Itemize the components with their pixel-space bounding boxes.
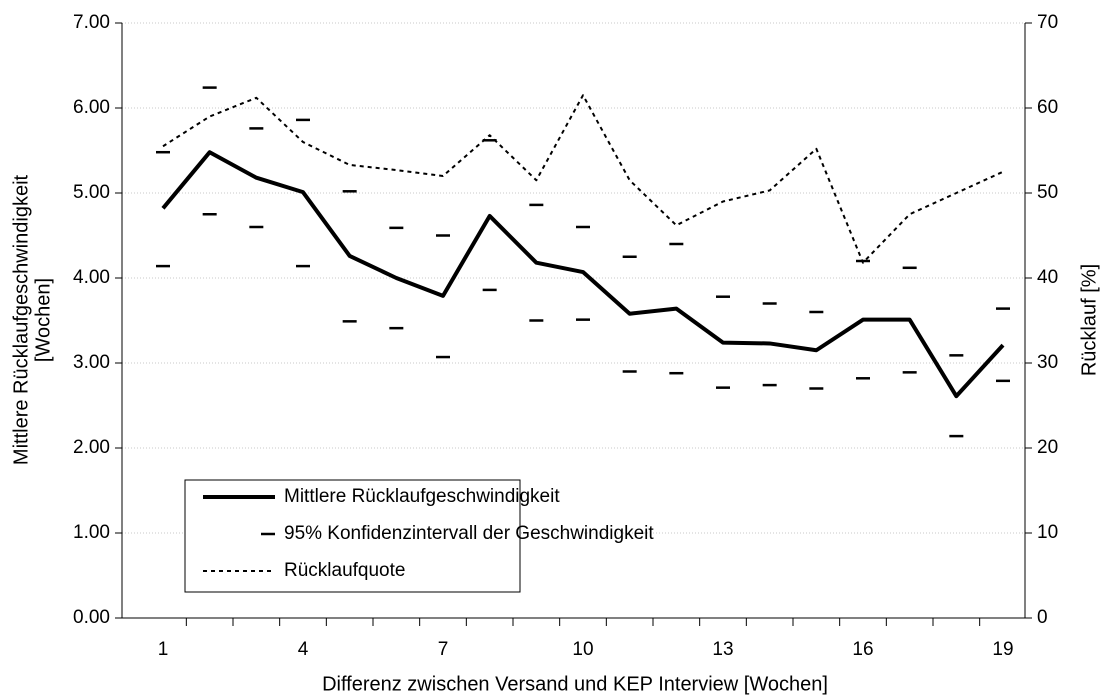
x-tick-label: 1 [158,639,169,660]
y2-tick-label: 20 [1037,437,1058,458]
y2-tick-label: 30 [1037,352,1058,373]
y-tick-label: 6.00 [73,97,110,118]
y2-axis-title: Rücklauf [%] [1078,264,1100,376]
x-tick-label: 10 [572,639,593,660]
series-line [162,94,1004,264]
y2-tick-label: 10 [1037,522,1058,543]
y2-tick-label: 60 [1037,97,1058,118]
y2-tick-label: 50 [1037,182,1058,203]
y2-tick-label: 40 [1037,267,1058,288]
y-tick-label: 2.00 [73,437,110,458]
y2-tick-label: 0 [1037,607,1048,628]
x-tick-label: 19 [992,639,1013,660]
y2-tick-label: 70 [1037,12,1058,33]
y-tick-label: 0.00 [73,607,110,628]
legend-label: 95% Konfidenzintervall der Geschwindigke… [284,523,654,544]
x-tick-label: 16 [852,639,873,660]
legend-label: Rücklaufquote [284,560,405,581]
y-tick-label: 3.00 [73,352,110,373]
y-axis-title: Mittlere Rücklaufgeschwindigkeit [10,175,32,466]
y-tick-label: 1.00 [73,522,110,543]
x-tick-label: 4 [298,639,309,660]
legend: Mittlere Rücklaufgeschwindigkeit 95% Konf… [184,479,654,593]
x-tick-label: 7 [438,639,449,660]
x-tick-label: 13 [712,639,733,660]
legend-label: Mittlere Rücklaufgeschwindigkeit [284,486,560,507]
y-tick-label: 5.00 [73,182,110,203]
y-tick-label: 4.00 [73,267,110,288]
x-axis-title: Differenz zwischen Versand und KEP Inter… [322,673,828,695]
y-tick-label: 7.00 [73,12,110,33]
series-line [161,150,1005,399]
y-axis-title: [Wochen] [32,278,54,362]
